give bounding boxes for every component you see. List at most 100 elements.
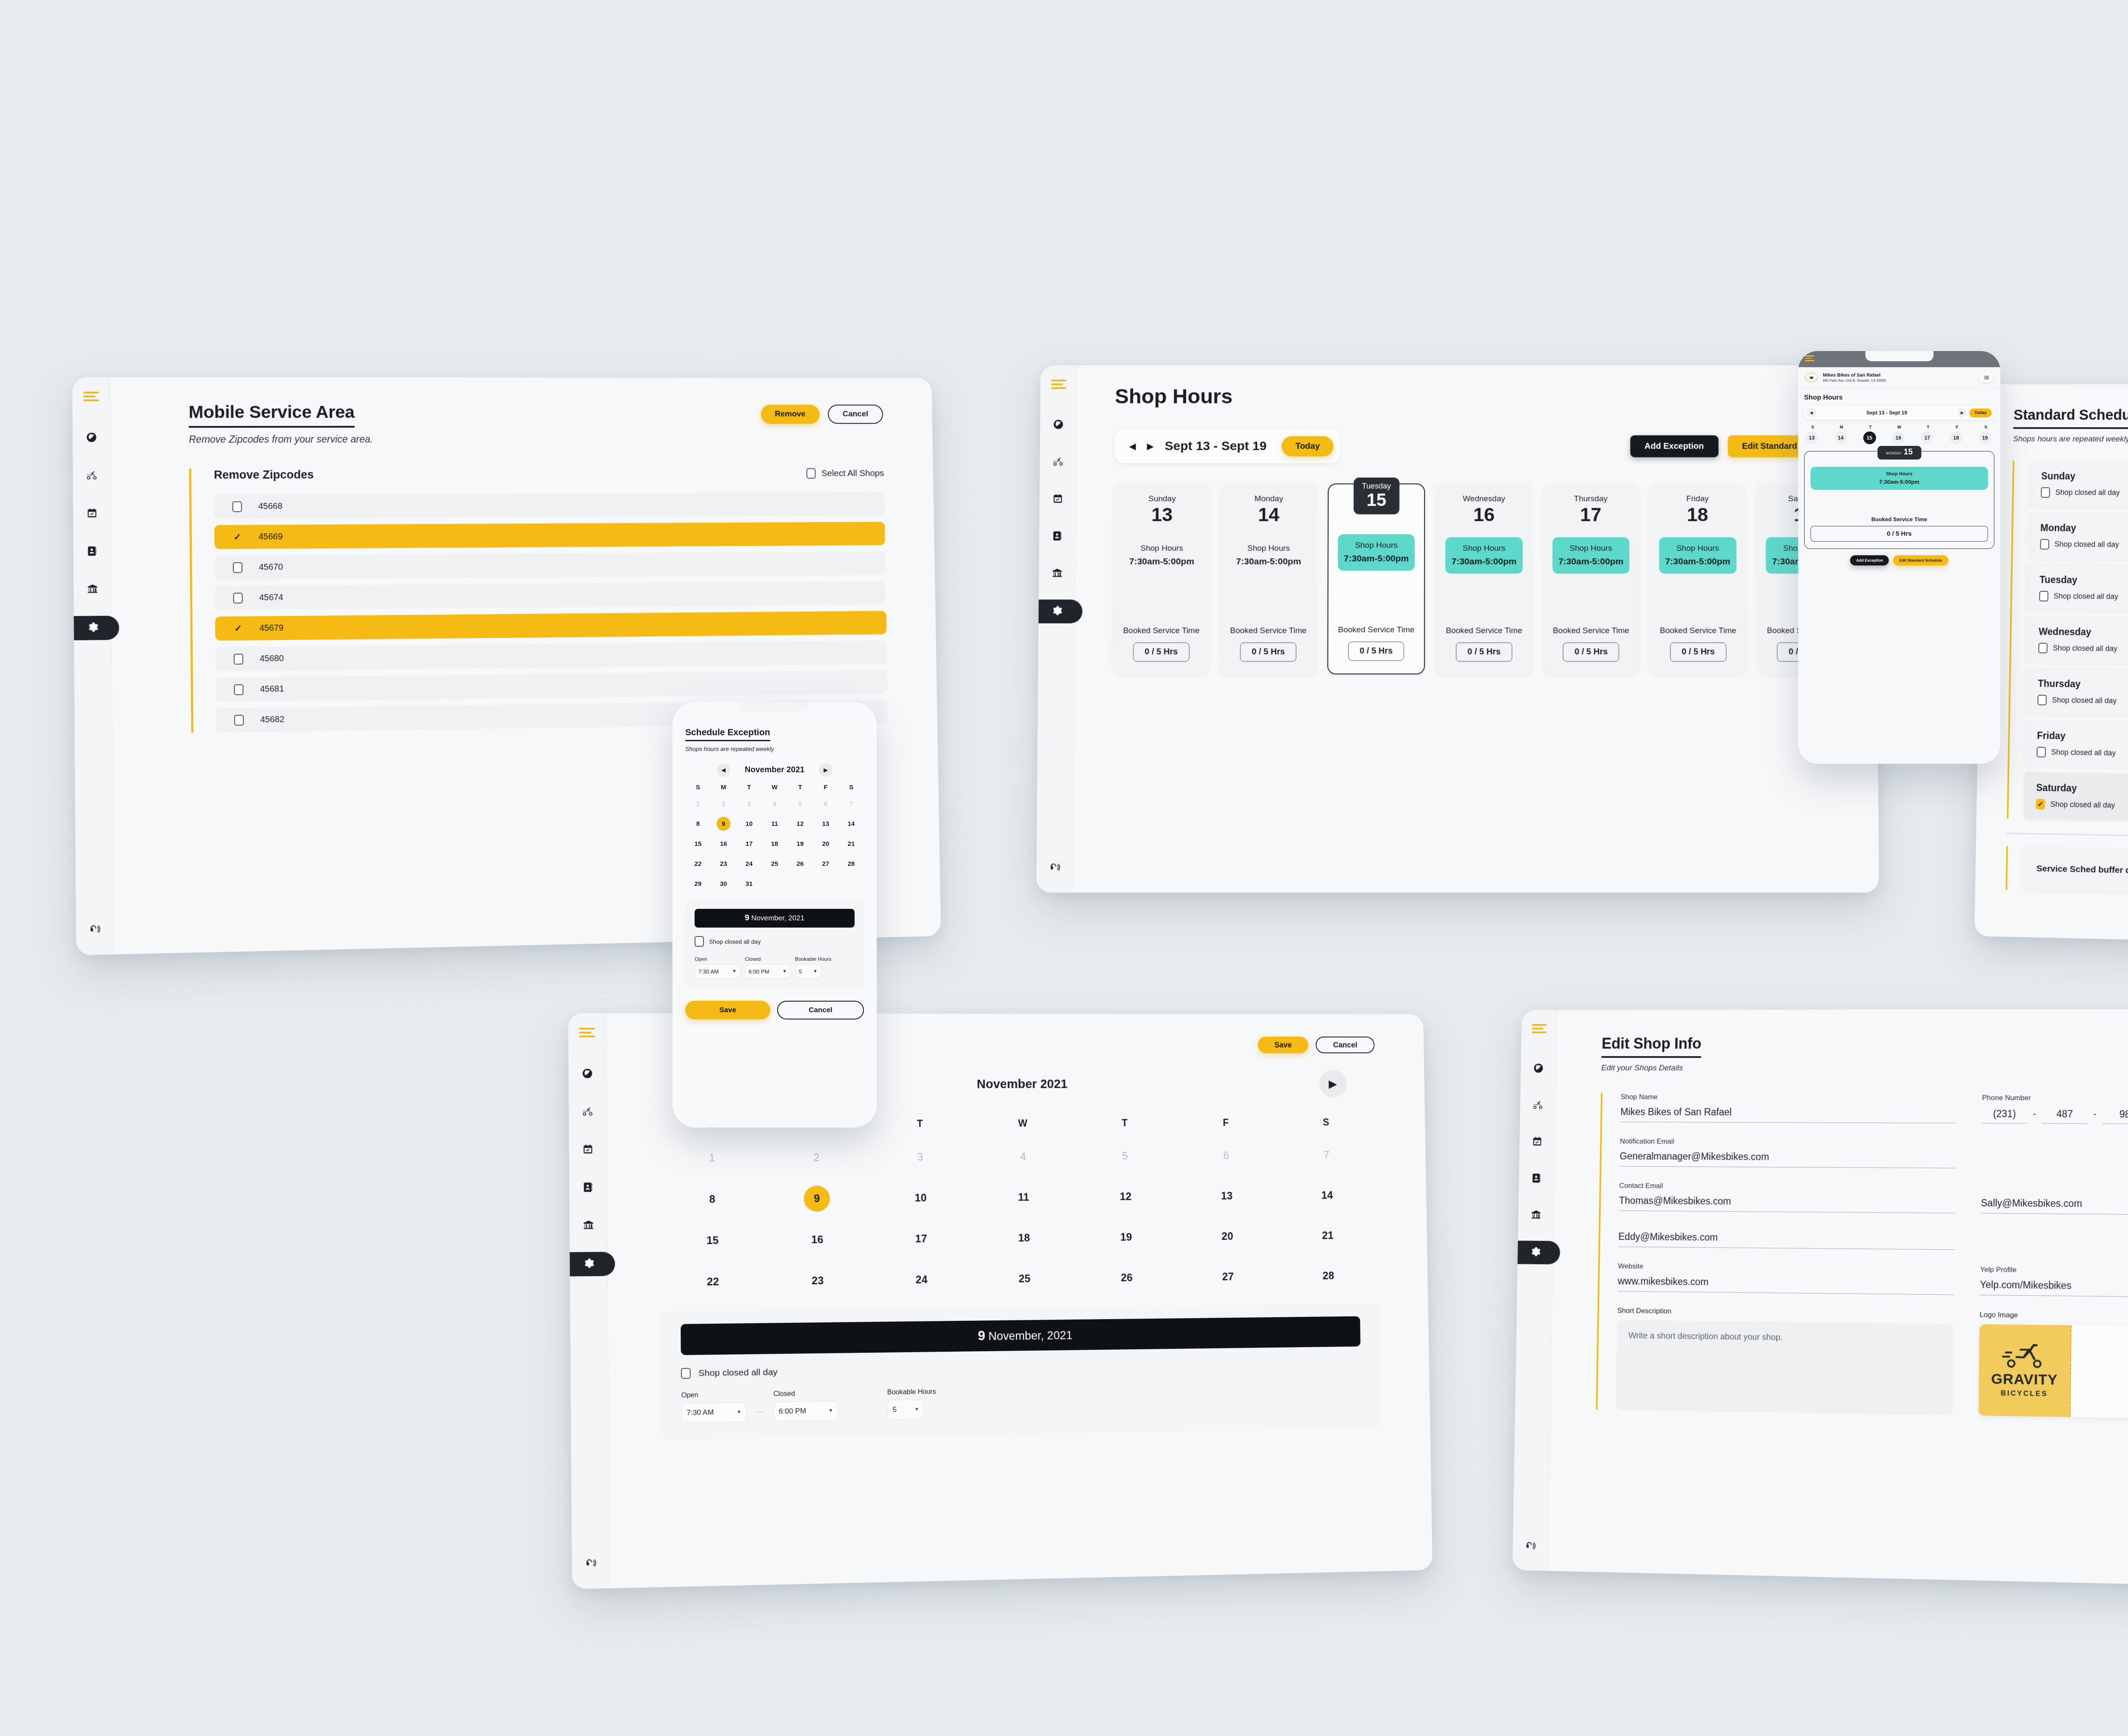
hamburger-menu-icon[interactable]	[579, 1028, 595, 1037]
sidebar-item-contacts[interactable]	[73, 540, 111, 564]
shop-closed-checkbox[interactable]	[695, 936, 704, 947]
day-card[interactable]: Sunday 13 Shop Hours 7:30am-5:00pm Booked Se…	[1113, 483, 1210, 675]
prev-month-icon[interactable]: ◀	[716, 763, 730, 777]
calendar-day[interactable]: 23	[720, 860, 727, 868]
cancel-button[interactable]: Cancel	[1316, 1036, 1375, 1054]
booked-service-time-value[interactable]: 0 / 5 Hrs	[1133, 642, 1190, 662]
select-all-shops-row[interactable]: Select All Shops	[806, 468, 884, 479]
calendar-day[interactable]: 11	[771, 820, 778, 828]
cancel-button[interactable]: Cancel	[827, 405, 884, 424]
hamburger-menu-icon[interactable]	[83, 391, 99, 401]
zipcode-checkbox[interactable]	[234, 684, 244, 695]
zipcode-checkbox[interactable]	[233, 562, 243, 573]
edit-standard-schedule-button[interactable]: Edit Standard Schedule	[1893, 555, 1948, 565]
day-strip-item[interactable]: T 15	[1863, 425, 1878, 444]
zipcode-checkbox[interactable]	[233, 653, 243, 665]
phone-area-input[interactable]: (231)	[1982, 1105, 2028, 1124]
sidebar-item-globe[interactable]	[1521, 1057, 1556, 1081]
calendar-day[interactable]: 22	[706, 1275, 719, 1288]
sidebar-item-bicycle[interactable]	[73, 464, 110, 488]
calendar-day-muted[interactable]: 2	[813, 1151, 820, 1164]
calendar-day[interactable]: 11	[1018, 1191, 1030, 1203]
calendar-day[interactable]: 27	[1222, 1271, 1234, 1283]
save-button[interactable]: Save	[685, 1001, 770, 1019]
yelp-input[interactable]: Yelp.com/Mikesbikes	[1979, 1274, 2128, 1299]
shop-closed-row[interactable]: Shop closed all day	[2036, 746, 2128, 759]
calendar-day[interactable]: 26	[796, 860, 804, 868]
notification-email-input[interactable]: Generalmanager@Mikesbikes.com	[1619, 1145, 1956, 1168]
booked-service-time-value[interactable]: 0 / 5 Hrs	[1563, 642, 1619, 662]
sidebar-item-calendar[interactable]	[569, 1138, 606, 1162]
calendar-day-selected[interactable]: 9	[803, 1185, 831, 1212]
day-card[interactable]: Thursday 17 Shop Hours 7:30am-5:00pm Booked …	[1543, 483, 1639, 675]
hamburger-menu-icon[interactable]	[1805, 355, 1814, 361]
calendar-day-muted[interactable]: 7	[1323, 1149, 1330, 1161]
shop-closed-row[interactable]: Shop closed all day	[2041, 487, 2128, 498]
add-another-email-link[interactable]: + Add Another Email	[1980, 1229, 2128, 1253]
open-time-select[interactable]: 7:30 AM ▼	[695, 964, 741, 979]
sidebar-item-settings[interactable]	[570, 1252, 607, 1276]
calendar-day[interactable]: 25	[771, 860, 778, 868]
sidebar-item-globe[interactable]	[569, 1062, 606, 1086]
calendar-day[interactable]: 8	[709, 1193, 715, 1205]
calendar-day[interactable]: 26	[1121, 1271, 1133, 1284]
calendar-day[interactable]: 18	[1018, 1232, 1030, 1244]
booked-service-time-value[interactable]: 0 / 5 Hrs	[1240, 642, 1296, 662]
contact-email-input-1[interactable]: Thomas@Mikesbikes.com	[1619, 1190, 1956, 1213]
day-strip-item[interactable]: S 13	[1805, 425, 1820, 444]
contact-email-input-2[interactable]: Sally@Mikesbikes.com	[1981, 1192, 2128, 1216]
shop-closed-checkbox[interactable]	[681, 1368, 691, 1379]
support-headset-icon[interactable]	[585, 1558, 596, 1571]
zipcode-row[interactable]: 45674	[215, 581, 886, 610]
today-button[interactable]: Today	[1969, 408, 1992, 417]
calendar-day-muted[interactable]: 3	[917, 1151, 924, 1163]
zipcode-checkbox[interactable]	[233, 592, 243, 603]
zipcode-row[interactable]: 45668	[214, 492, 885, 519]
today-button[interactable]: Today	[1281, 436, 1333, 457]
zipcode-row[interactable]: ✓ 45679	[215, 611, 887, 641]
calendar-day-selected[interactable]: 9	[716, 817, 731, 831]
shop-closed-row[interactable]: Shop closed all day	[2037, 694, 2128, 707]
sidebar-item-settings[interactable]	[1038, 600, 1075, 623]
calendar-day[interactable]: 10	[745, 820, 753, 828]
sidebar-item-contacts[interactable]	[1039, 525, 1075, 549]
day-strip-item[interactable]: W 16	[1892, 425, 1906, 444]
calendar-day[interactable]: 14	[1321, 1189, 1333, 1201]
remove-button[interactable]: Remove	[761, 405, 820, 424]
shop-closed-checkbox[interactable]	[2036, 746, 2046, 757]
calendar-day[interactable]: 28	[847, 860, 855, 868]
day-strip-item[interactable]: T 17	[1921, 425, 1935, 444]
calendar-day-muted[interactable]: 2	[721, 800, 726, 808]
close-time-select[interactable]: 6:00 PM ▼	[745, 964, 791, 979]
next-week-icon[interactable]: ▶	[1957, 408, 1967, 417]
shop-closed-row[interactable]: Shop closed all day	[2039, 591, 2128, 602]
sidebar-item-calendar[interactable]	[1519, 1131, 1555, 1154]
day-strip-item[interactable]: S 19	[1978, 425, 1993, 444]
calendar-day[interactable]: 8	[696, 820, 700, 828]
calendar-day[interactable]: 18	[771, 840, 778, 848]
calendar-day[interactable]: 25	[1018, 1272, 1031, 1285]
sidebar-item-calendar[interactable]	[1039, 488, 1075, 511]
shop-closed-row[interactable]: Shop closed all day	[681, 1359, 1361, 1379]
sidebar-item-settings[interactable]	[74, 616, 111, 640]
shop-closed-row[interactable]: Shop closed all day	[695, 936, 855, 947]
calendar-day[interactable]: 15	[706, 1234, 719, 1247]
shop-name-input[interactable]: Mikes Bikes of San Rafael	[1620, 1101, 1957, 1124]
sidebar-item-contacts[interactable]	[1519, 1167, 1554, 1191]
sidebar-item-calendar[interactable]	[73, 502, 111, 526]
zipcode-checkbox[interactable]	[232, 501, 242, 512]
calendar-day[interactable]: 20	[1221, 1230, 1233, 1242]
calendar-day[interactable]: 27	[822, 860, 829, 868]
calendar-day-muted[interactable]: 7	[849, 800, 853, 808]
calendar-day[interactable]: 12	[796, 820, 804, 828]
sidebar-item-globe[interactable]	[1040, 414, 1076, 437]
calendar-day-muted[interactable]: 3	[747, 800, 751, 808]
day-strip-item[interactable]: F 18	[1950, 425, 1964, 444]
calendar-day[interactable]: 17	[915, 1233, 927, 1245]
hamburger-menu-icon[interactable]	[1531, 1024, 1547, 1034]
calendar-day[interactable]: 15	[694, 840, 702, 848]
calendar-day-muted[interactable]: 6	[824, 800, 828, 808]
shop-closed-checkbox[interactable]	[2040, 539, 2049, 550]
calendar-day[interactable]: 20	[822, 840, 829, 848]
day-card[interactable]: Tuesday 15 Shop Hours 7:30am-5:00pm Booked S…	[1327, 477, 1425, 675]
